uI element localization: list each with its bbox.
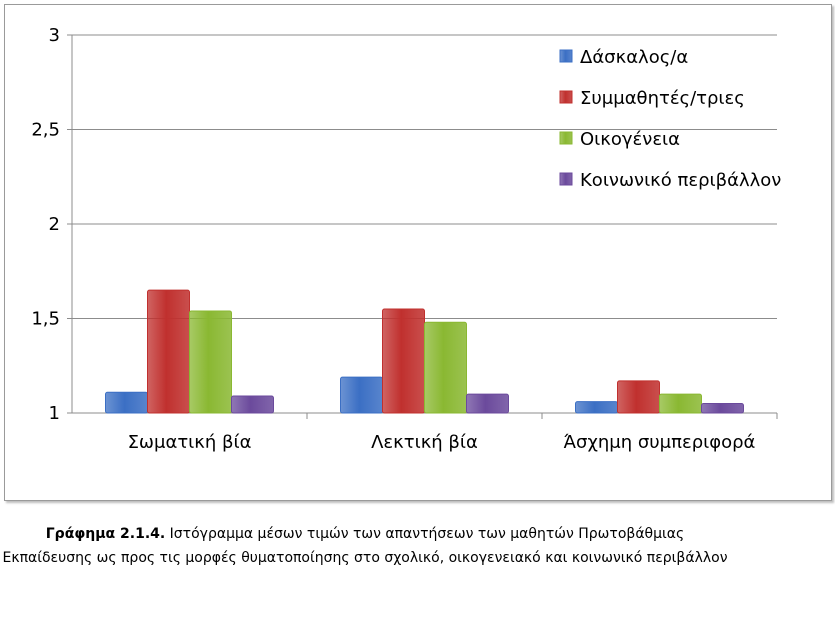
- bar: [105, 391, 148, 414]
- y-tick-label: 3: [49, 25, 60, 46]
- legend-label: Δάσκαλος/α: [580, 47, 688, 68]
- x-category-label: Άσχημη συμπεριφορά: [564, 432, 756, 453]
- figure-caption: Γράφημα 2.1.4. Ιστόγραμμα μέσων τιμών τω…: [0, 522, 730, 570]
- legend-swatch: [559, 172, 573, 186]
- caption-text: Ιστόγραμμα μέσων τιμών των απαντήσεων τω…: [2, 526, 728, 566]
- x-category-label: Σωματική βία: [128, 432, 252, 453]
- legend-label: Συμμαθητές/τριες: [580, 88, 745, 109]
- legend: Δάσκαλος/α Συμμαθητές/τριες Οικογένεια Κοιν…: [559, 47, 781, 191]
- bar: [701, 403, 744, 414]
- bar: [466, 393, 509, 414]
- y-tick-label: 1: [49, 403, 60, 424]
- figure-number: Γράφημα 2.1.4.: [45, 526, 166, 542]
- bar: [424, 321, 467, 414]
- bar: [231, 395, 274, 414]
- bar: [189, 310, 232, 414]
- bar: [659, 393, 702, 414]
- legend-swatch: [559, 90, 573, 104]
- legend-swatch: [559, 131, 573, 145]
- legend-swatch: [559, 49, 573, 63]
- y-tick-label: 1,5: [31, 309, 60, 330]
- bar: [382, 308, 425, 414]
- x-category-label: Λεκτική βία: [371, 432, 478, 453]
- y-tick-label: 2: [49, 214, 60, 235]
- bar-chart: 1 1,5 2 2,5 3 Σωματική βία Λεκτική βία Άσχημη σ…: [31, 25, 781, 453]
- bars: [105, 289, 744, 414]
- y-tick-label: 2,5: [31, 120, 60, 141]
- bar: [617, 380, 660, 414]
- bar: [575, 401, 618, 414]
- bar: [147, 289, 190, 414]
- axes: 1 1,5 2 2,5 3 Σωματική βία Λεκτική βία Άσχημη σ…: [31, 25, 778, 453]
- legend-label: Οικογένεια: [580, 129, 680, 150]
- bar: [340, 376, 383, 414]
- legend-label: Κοινωνικό περιβάλλον: [580, 170, 781, 191]
- chart-frame: 1 1,5 2 2,5 3 Σωματική βία Λεκτική βία Άσχημη σ…: [4, 4, 832, 501]
